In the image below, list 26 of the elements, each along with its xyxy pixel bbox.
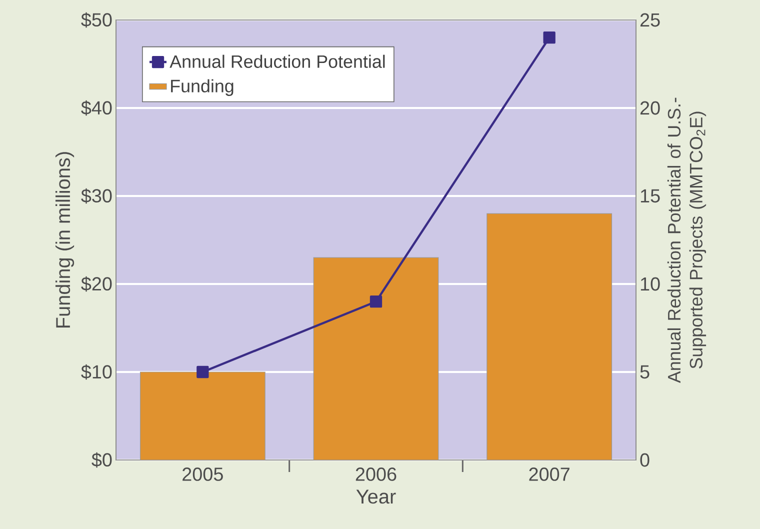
y2-tick-label: 0 [640, 453, 650, 467]
y2-tick-label: 25 [640, 13, 660, 27]
bar [486, 213, 612, 460]
point [196, 366, 209, 378]
point [543, 32, 556, 44]
y-tick-label: $20 [81, 276, 112, 292]
y2-tick-label: 5 [640, 365, 650, 379]
point [370, 296, 382, 308]
y-tick-label: $50 [81, 12, 112, 28]
y2-axis-title: Annual Reduction Potential of U.S.-Supported Projects (MMTCO$_{2}$E) [667, 98, 706, 384]
y2-tick-label: 10 [640, 277, 660, 291]
y-axis-title: Funding (in millions) [55, 152, 74, 328]
y-tick-label: $40 [81, 100, 112, 116]
y2-tick-label: 15 [640, 189, 660, 203]
x-tick-label: 2005 [182, 468, 223, 481]
y2-tick-label: 20 [640, 101, 660, 115]
x-tick-label: 2006 [356, 468, 396, 481]
y-tick-label: $30 [81, 188, 112, 204]
y-tick-label: $10 [81, 364, 112, 380]
legend-label: Annual Reduction Potential [170, 54, 385, 68]
x-tick-label: 2007 [529, 468, 570, 481]
x-axis-title: Year [356, 490, 396, 504]
y-tick-label: $0 [92, 452, 112, 468]
bar [140, 372, 266, 460]
legend-label: Funding [171, 79, 234, 96]
bar [313, 257, 439, 460]
